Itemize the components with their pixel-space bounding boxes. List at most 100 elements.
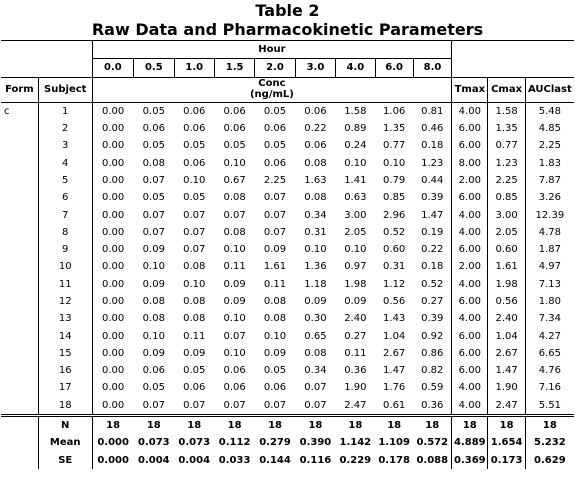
value-cell: 7.87 [538,174,561,186]
value-cell: 4.76 [538,365,561,377]
time-header-1: 0.5 [133,58,175,78]
time-header-0: 0.0 [92,58,135,78]
value-cell: 0.06 [183,157,206,169]
summary-value: 18 [295,413,336,435]
value-cell: 5.48 [538,105,561,117]
value-cell: 3.26 [538,192,561,204]
subject-cell: 5 [38,171,93,190]
value-cell: 1.61 [263,261,287,273]
value-cell: 4.00 [451,379,489,397]
summary-value: 18 [335,413,375,435]
value-cell: 0.39 [421,313,444,325]
subject-cell: 1 [38,102,93,120]
value-cell: 6.00 [451,119,489,138]
value-cell: 4.78 [538,226,561,238]
value-cell: 6.00 [451,292,489,311]
tmax-column-header: Tmax [451,77,489,103]
table-row: 14 0.00 0.10 0.11 0.07 0.10 0.65 0.27 1.04 0.92 6.… [1,327,574,345]
summary-row: SE 0.000 0.004 0.004 0.033 0.144 0.116 0.229 0.1… [1,451,574,469]
value-cell: 0.56 [487,292,526,311]
table-row: 12 0.00 0.08 0.08 0.09 0.08 0.09 0.09 0.56 0.27 6.… [1,292,574,311]
data-body: c 1 0.00 0.05 0.06 0.06 0.05 0.06 1.58 1.06 0.81 4.… [1,102,574,416]
value-cell: 0.07 [183,244,206,256]
table-row: 2 0.00 0.06 0.06 0.06 0.06 0.22 0.89 1.35 0.46 6.0… [1,119,574,138]
value-cell: 2.47 [344,399,367,411]
summary-value: 0.004 [178,454,211,466]
value-cell: 0.97 [344,261,367,273]
summary-value: 18 [133,413,175,435]
value-cell: 0.05 [142,382,165,394]
form-cell [1,275,39,293]
value-cell: 0.09 [183,347,206,359]
time-header-3: 1.5 [214,58,256,78]
value-cell: 0.11 [223,261,246,273]
time-header-5: 3.0 [295,58,337,78]
value-cell: 0.09 [223,296,246,307]
value-cell: 0.44 [421,174,444,186]
value-cell: 0.00 [102,226,125,238]
value-cell: 0.19 [421,226,444,238]
subject-cell: 14 [38,327,93,345]
value-cell: 0.00 [102,192,125,204]
value-cell: 0.65 [304,330,327,342]
value-cell: 0.07 [263,399,287,411]
value-cell: 2.96 [383,209,406,221]
value-cell: 2.00 [451,258,489,276]
value-cell: 6.65 [538,347,561,359]
value-cell: 0.06 [304,140,327,152]
form-cell: c [1,102,39,120]
value-cell: 1.43 [383,313,406,325]
subject-cell: 13 [38,310,93,328]
summary-label: N [38,413,93,435]
value-cell: 1.83 [538,157,561,169]
value-cell: 0.10 [183,174,206,186]
value-cell: 1.80 [538,296,561,307]
value-cell: 0.00 [102,382,125,394]
summary-blank-cell [1,451,39,469]
value-cell: 0.06 [142,365,165,377]
value-cell: 4.00 [451,102,489,120]
summary-value: 0.178 [378,454,410,466]
value-cell: 4.00 [451,396,489,416]
value-cell: 7.13 [538,278,561,290]
subject-cell: 7 [38,206,93,224]
form-cell [1,258,39,276]
value-cell: 0.11 [263,278,287,290]
time-header-6: 4.0 [335,58,376,78]
time-header-row: 0.0 0.5 1.0 1.5 2.0 3.0 4.0 6.0 8.0 [1,58,574,78]
value-cell: 0.34 [304,365,327,377]
time-header-4: 2.0 [254,58,296,78]
value-cell: 0.82 [421,365,444,377]
value-cell: 0.06 [142,123,165,135]
subject-cell: 2 [38,119,93,138]
value-cell: 2.25 [263,174,287,186]
value-cell: 0.10 [223,313,246,325]
value-cell: 0.10 [304,244,327,256]
summary-value: 18 [525,413,574,435]
value-cell: 0.08 [223,226,246,238]
value-cell: 1.90 [344,382,367,394]
value-cell: 0.08 [263,313,287,325]
summary-value: 0.088 [416,454,449,466]
value-cell: 1.47 [383,365,406,377]
summary-value: 0.369 [451,451,489,469]
cmax-column-header: Cmax [487,77,526,103]
value-cell: 7.34 [538,313,561,325]
value-cell: 0.36 [421,399,444,411]
value-cell: 0.77 [383,140,406,152]
summary-value: 0.629 [534,454,566,466]
value-cell: 0.00 [102,399,125,411]
value-cell: 0.07 [223,209,246,221]
subject-cell: 9 [38,240,93,259]
value-cell: 0.00 [102,140,125,152]
subject-cell: 6 [38,189,93,207]
value-cell: 6.00 [451,240,489,259]
value-cell: 0.00 [102,365,125,377]
value-cell: 0.10 [142,261,165,273]
time-header-7: 6.0 [375,58,414,78]
value-cell: 1.06 [383,105,406,117]
value-cell: 0.86 [421,347,444,359]
value-cell: 0.08 [304,157,327,169]
value-cell: 0.11 [183,330,206,342]
summary-value: 0.116 [299,454,332,466]
